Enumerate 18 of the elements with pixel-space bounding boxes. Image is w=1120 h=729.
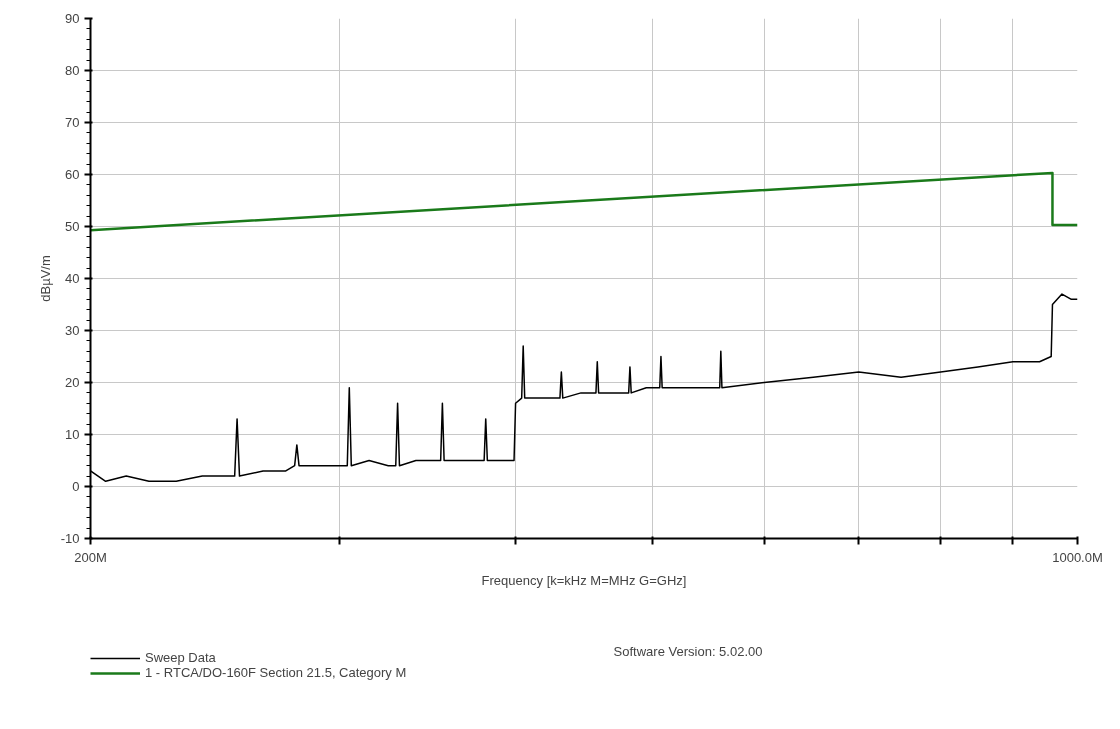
legend-label: Sweep Data — [145, 650, 216, 665]
y-tick-label: 0 — [72, 479, 80, 494]
y-tick-label: 90 — [65, 11, 80, 26]
legend-label: 1 - RTCA/DO-160F Section 21.5, Category M — [145, 665, 407, 680]
y-tick-label: 10 — [65, 427, 80, 442]
y-axis-title: dBµV/m — [37, 255, 53, 302]
y-tick-label: 20 — [65, 375, 80, 390]
x-tick-label: 1000.0M — [1052, 549, 1103, 565]
text: Software Version: 5.02.00 — [613, 644, 763, 660]
x-tick-label: 200M — [74, 549, 107, 565]
y-tick-label: 40 — [65, 271, 80, 286]
x-axis-title: Frequency [k=kHz M=MHz G=GHz] — [481, 572, 687, 588]
y-tick-label: -10 — [60, 531, 80, 546]
y-tick-label: 60 — [65, 167, 80, 182]
y-tick-label: 70 — [65, 115, 80, 130]
y-tick-label: 30 — [65, 323, 80, 338]
y-tick-label: 50 — [65, 219, 80, 234]
y-tick-label: 80 — [65, 63, 80, 78]
